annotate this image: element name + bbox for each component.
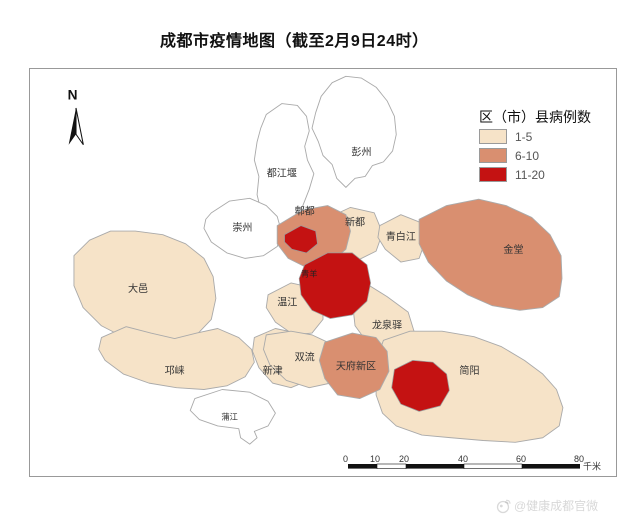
svg-text:青白江: 青白江	[386, 230, 416, 243]
svg-text:崇州: 崇州	[232, 222, 252, 234]
svg-text:邛崃: 邛崃	[165, 365, 185, 377]
svg-text:龙泉驿: 龙泉驿	[372, 319, 402, 332]
svg-text:天府新区: 天府新区	[336, 359, 376, 372]
svg-text:蒲江: 蒲江	[221, 412, 237, 422]
svg-text:新都: 新都	[345, 216, 365, 229]
svg-text:金堂: 金堂	[503, 243, 523, 256]
svg-text:简阳: 简阳	[459, 364, 479, 377]
svg-text:温江: 温江	[277, 297, 297, 309]
svg-text:彭州: 彭州	[351, 146, 371, 159]
svg-text:N: N	[68, 88, 78, 103]
svg-text:0: 0	[343, 455, 348, 464]
svg-text:千米: 千米	[583, 461, 601, 472]
svg-text:10: 10	[370, 455, 380, 464]
svg-text:20: 20	[399, 455, 409, 464]
svg-text:双流: 双流	[295, 350, 315, 363]
svg-text:40: 40	[458, 455, 468, 464]
svg-text:青羊: 青羊	[301, 269, 317, 279]
svg-text:大邑: 大邑	[128, 282, 148, 295]
svg-text:60: 60	[516, 455, 526, 464]
svg-text:郫都: 郫都	[295, 205, 315, 218]
svg-text:新津: 新津	[263, 364, 283, 377]
svg-text:都江堰: 都江堰	[267, 167, 297, 179]
